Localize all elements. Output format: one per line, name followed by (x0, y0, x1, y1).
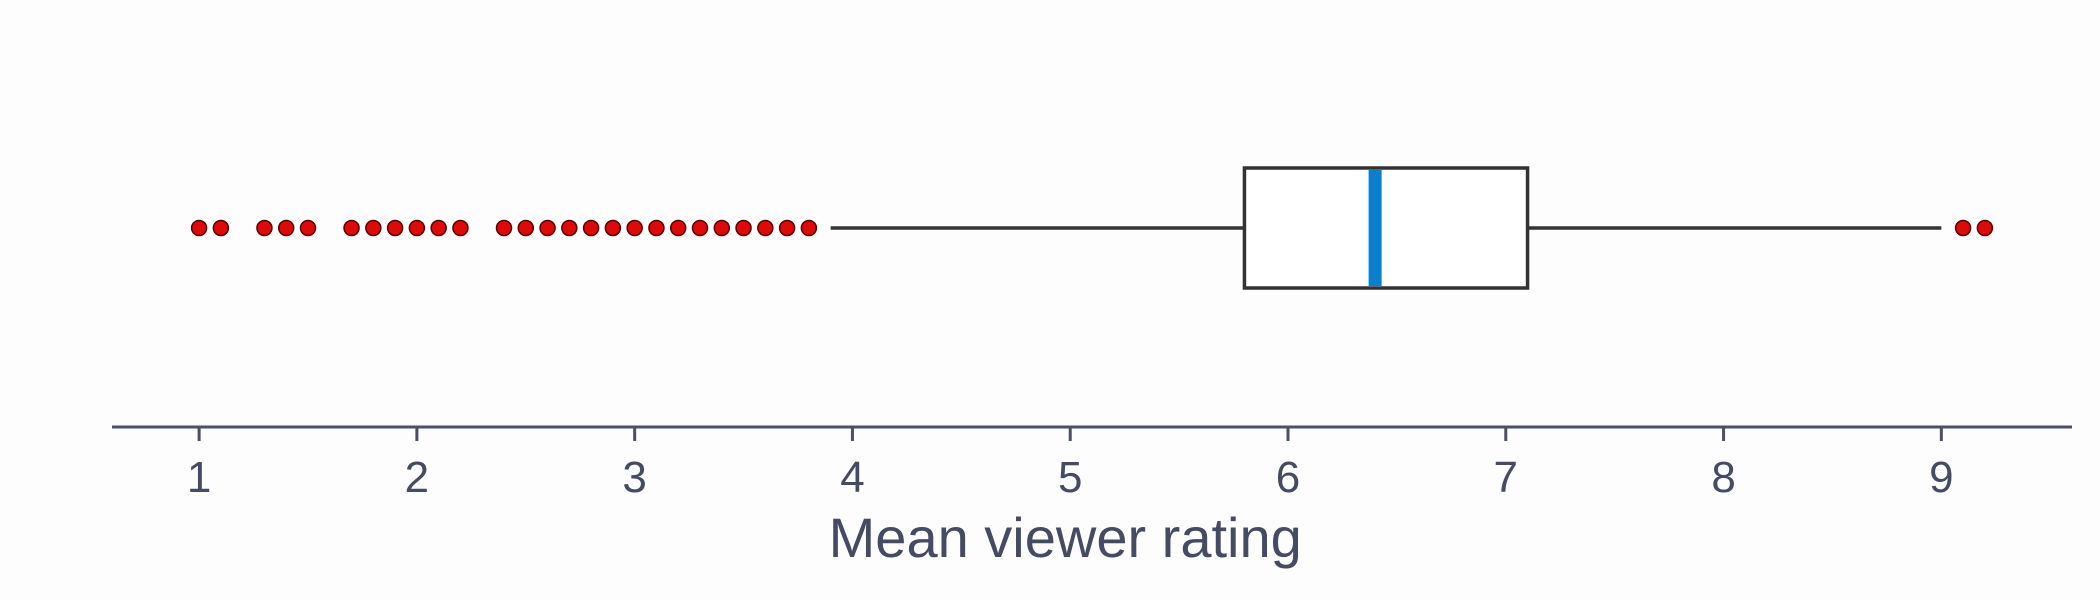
x-tick-label: 2 (405, 453, 429, 502)
outlier-point (800, 219, 818, 237)
x-axis-ticks: 1 2 3 4 5 6 7 8 9 (187, 427, 1954, 502)
outlier-point (190, 219, 208, 237)
interquartile-box (1242, 166, 1530, 290)
x-tick-label: 5 (1058, 453, 1082, 502)
x-tick-label: 1 (187, 453, 211, 502)
outlier-point (1976, 219, 1994, 237)
outlier-point (517, 219, 535, 237)
outlier-point (212, 219, 230, 237)
outlier-point (343, 219, 360, 237)
outlier-point (386, 219, 404, 237)
x-tick-label: 6 (1276, 453, 1300, 502)
outlier-point (735, 219, 752, 237)
x-tick-label: 8 (1711, 453, 1735, 502)
outlier-point (277, 219, 295, 237)
plot-area (190, 166, 1994, 290)
outlier-point (561, 219, 578, 237)
x-tick-label: 9 (1929, 453, 1953, 502)
outlier-point (582, 219, 600, 237)
outlier-point (365, 219, 382, 237)
outlier-point (299, 219, 317, 237)
outlier-point (495, 219, 513, 237)
outlier-point (604, 219, 622, 237)
outlier-point (713, 219, 731, 237)
outlier-points (190, 219, 1994, 237)
outlier-point (669, 219, 687, 237)
outlier-point (256, 219, 273, 237)
outlier-point (778, 219, 796, 237)
x-tick-label: 4 (840, 453, 864, 502)
x-tick-label: 7 (1494, 453, 1518, 502)
outlier-point (430, 219, 447, 237)
outlier-point (648, 219, 665, 237)
outlier-point (539, 219, 556, 237)
outlier-point (452, 219, 469, 237)
x-tick-label: 3 (622, 453, 646, 502)
outlier-point (757, 219, 774, 237)
x-axis-title: Mean viewer rating (829, 506, 1302, 569)
outlier-point (626, 219, 643, 237)
outlier-point (691, 219, 709, 237)
outlier-point (1954, 219, 1972, 237)
x-axis: 1 2 3 4 5 6 7 8 9 Mean viewer rating (112, 425, 2072, 569)
outlier-point (408, 219, 426, 237)
